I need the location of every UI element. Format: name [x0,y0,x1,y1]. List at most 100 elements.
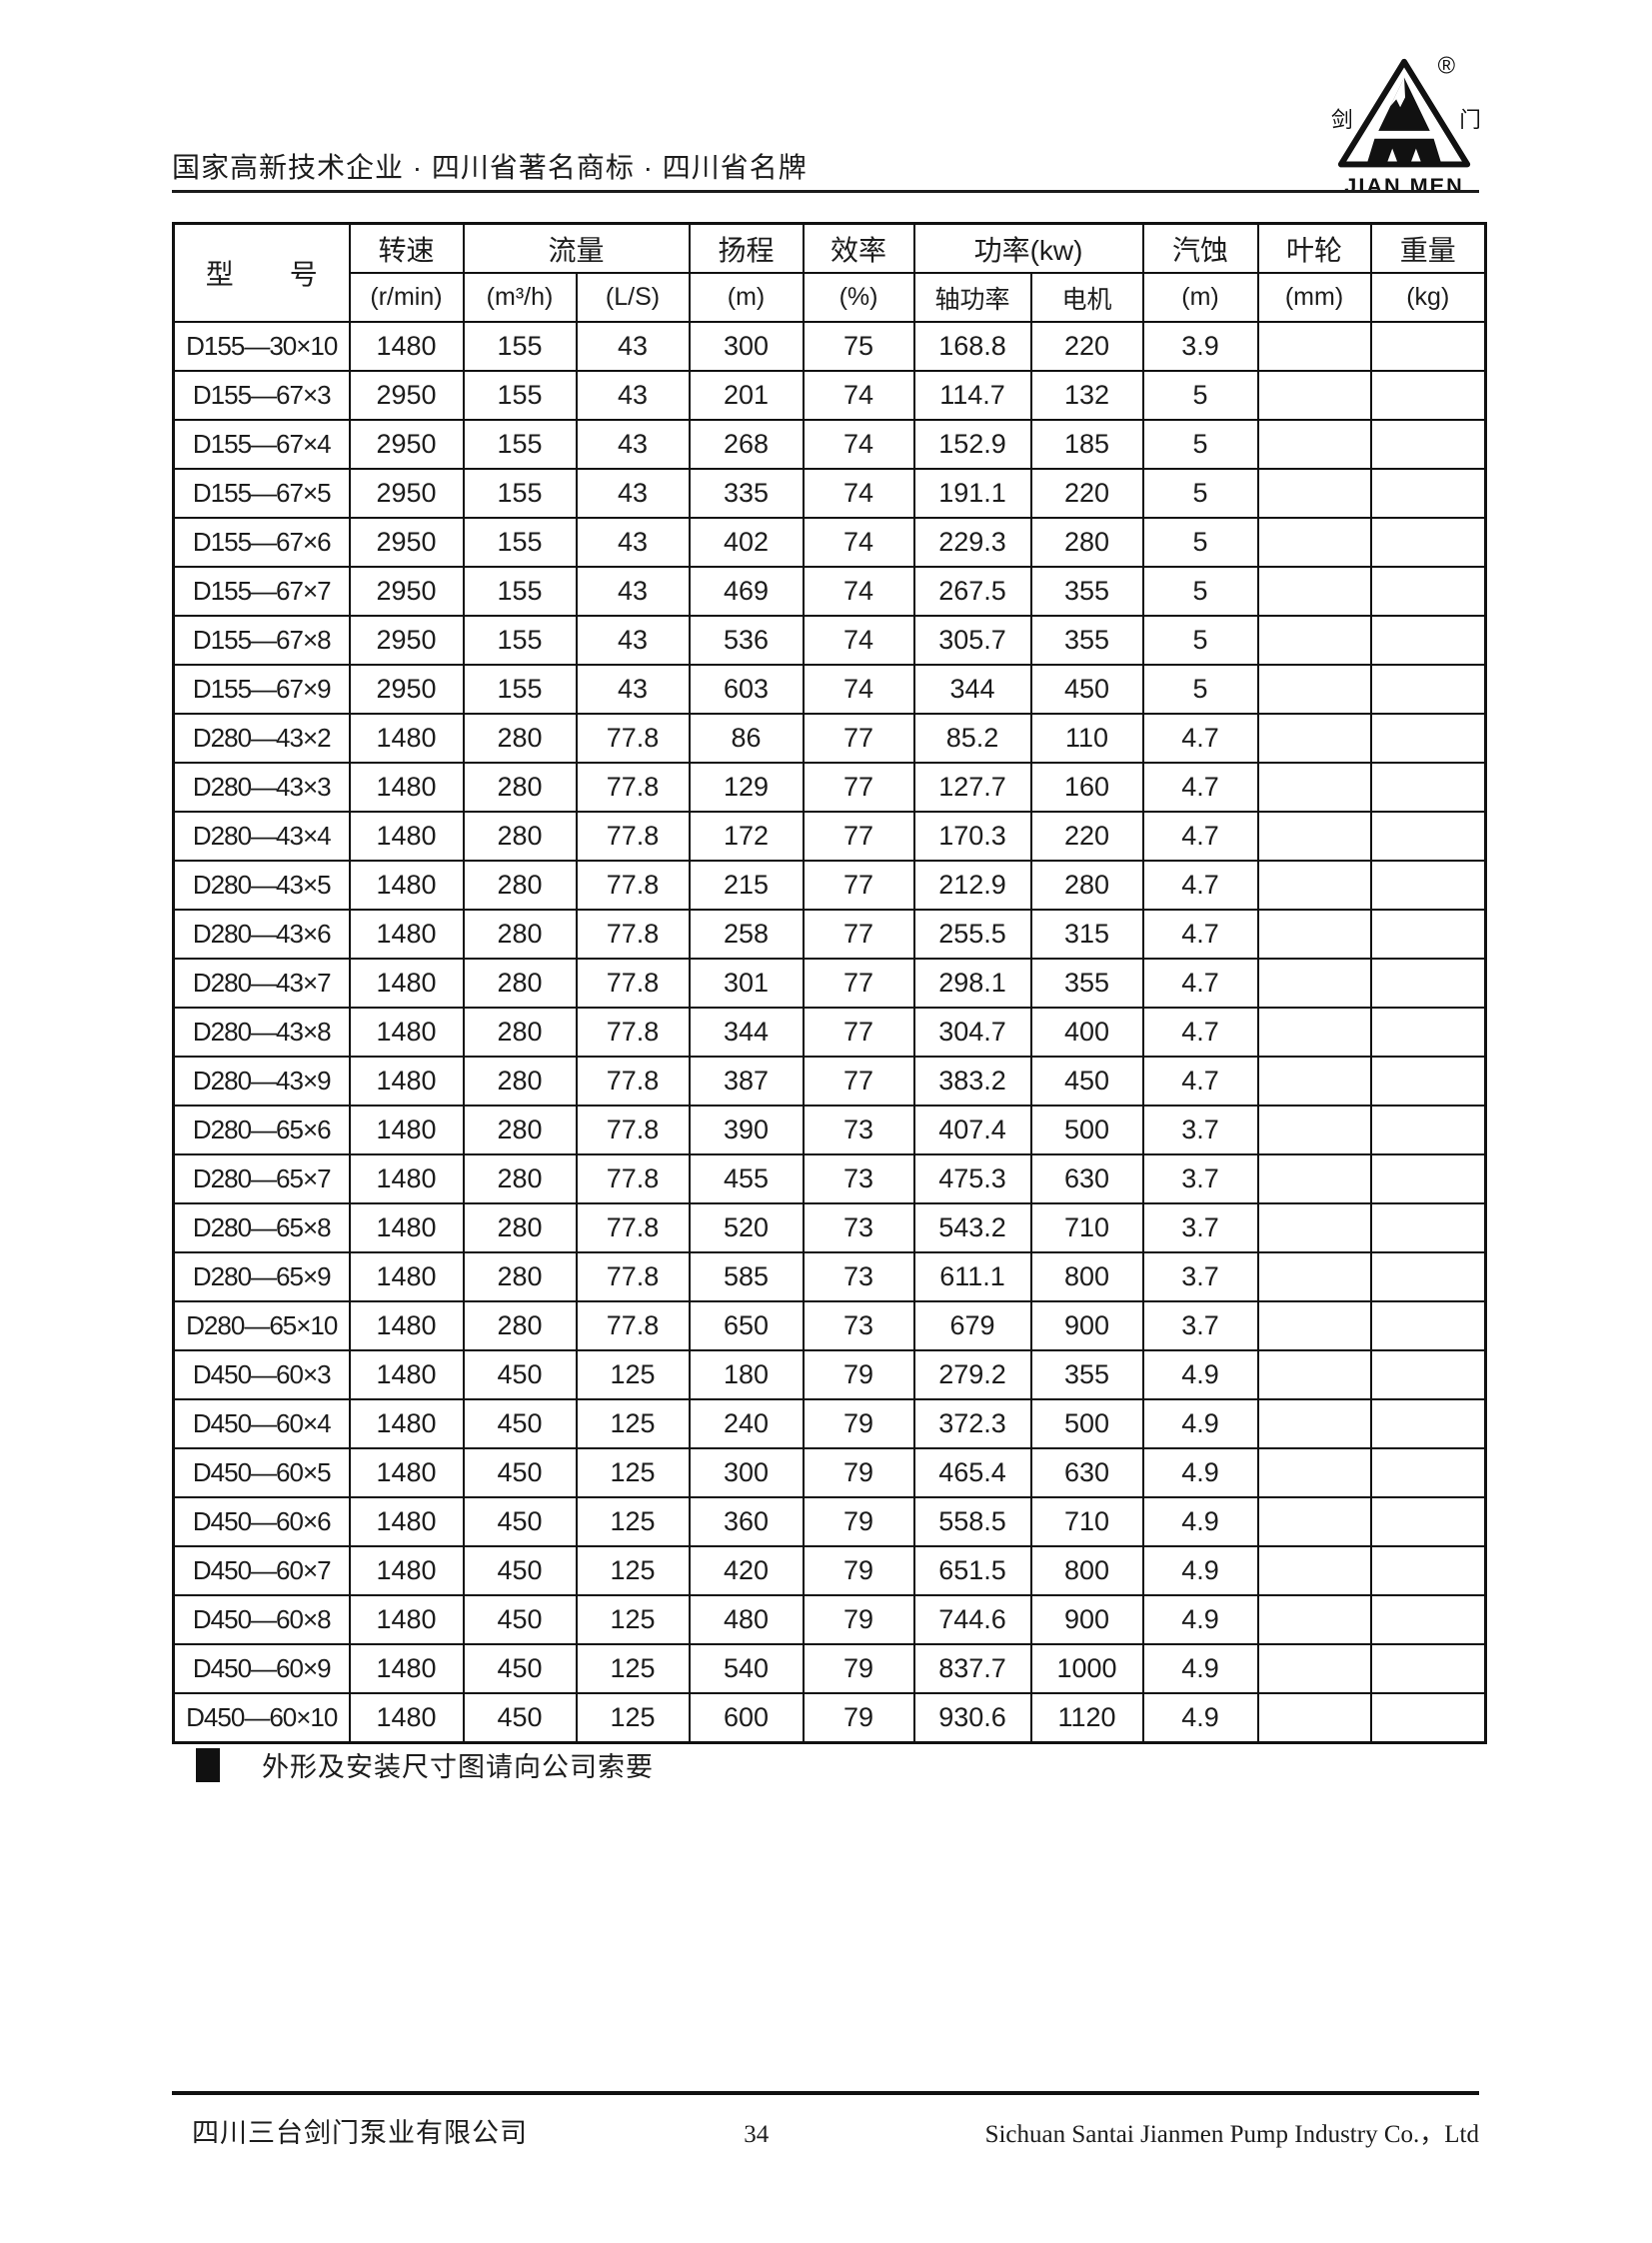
value-cell [1369,713,1487,764]
value-cell: 500 [1029,1105,1144,1155]
value-cell: 110 [1029,713,1144,764]
value-cell: 185 [1029,419,1144,470]
value-cell: 43 [575,664,691,715]
value-cell [1256,1447,1372,1498]
value-cell: 43 [575,566,691,617]
value-cell [1369,1153,1487,1204]
value-cell: 4.7 [1141,860,1259,911]
value-cell [1256,958,1372,1009]
value-cell: 77.8 [575,1056,691,1107]
value-cell: 450 [462,1349,578,1400]
value-cell: 2950 [348,468,465,519]
value-cell: 74 [802,370,915,421]
logo-m-icon [1366,138,1442,165]
value-cell [1369,1007,1487,1058]
value-cell: 4.7 [1141,1056,1259,1107]
value-cell: 360 [688,1496,805,1547]
value-cell: 5 [1141,566,1259,617]
model-cell: D280—65×10 [172,1300,351,1351]
model-cell: D280—43×3 [172,762,351,813]
value-cell: 79 [802,1643,915,1694]
model-cell: D155—67×6 [172,517,351,568]
value-cell: 160 [1029,762,1144,813]
value-cell: 1120 [1029,1692,1144,1744]
value-cell: 125 [575,1349,691,1400]
value-cell: 543.2 [912,1202,1032,1253]
value-cell: 383.2 [912,1056,1032,1107]
value-cell: 280 [462,1251,578,1302]
value-cell: 298.1 [912,958,1032,1009]
value-cell: 77 [802,860,915,911]
value-cell [1256,860,1372,911]
col-header-speed: 转速 [348,222,465,274]
value-cell: 43 [575,615,691,666]
unit-motor: 电机 [1029,272,1144,323]
value-cell [1369,1349,1487,1400]
value-cell: 335 [688,468,805,519]
value-cell: 280 [462,762,578,813]
value-cell: 372.3 [912,1398,1032,1449]
value-cell [1256,1202,1372,1253]
value-cell: 267.5 [912,566,1032,617]
value-cell: 280 [462,1056,578,1107]
value-cell: 220 [1029,321,1144,372]
model-cell: D155—67×7 [172,566,351,617]
value-cell: 125 [575,1594,691,1645]
value-cell: 315 [1029,909,1144,960]
model-cell: D450—60×7 [172,1545,351,1596]
value-cell: 744.6 [912,1594,1032,1645]
value-cell [1256,1496,1372,1547]
value-cell: 4.7 [1141,958,1259,1009]
value-cell: 1480 [348,860,465,911]
value-cell: 630 [1029,1447,1144,1498]
value-cell [1369,1056,1487,1107]
spec-table: 型 号 转速 流量 扬程 效率 功率(kw) 汽蚀 叶轮 重量 (r/min) … [172,222,1488,1744]
value-cell: 85.2 [912,713,1032,764]
value-cell: 5 [1141,370,1259,421]
note-line: 外形及安装尺寸图请向公司索要 [196,1745,654,1784]
bullet-square-icon [196,1747,220,1782]
value-cell: 280 [1029,517,1144,568]
value-cell: 603 [688,664,805,715]
value-cell [1256,1300,1372,1351]
model-cell: D155—67×9 [172,664,351,715]
value-cell [1369,811,1487,862]
value-cell: 1480 [348,1153,465,1204]
value-cell: 1480 [348,1251,465,1302]
value-cell: 280 [462,1105,578,1155]
header-row-units: (r/min) (m³/h) (L/S) (m) (%) 轴功率 电机 (m) … [174,272,1487,323]
model-cell: D450—60×8 [172,1594,351,1645]
value-cell [1369,1643,1487,1694]
model-cell: D280—65×9 [172,1251,351,1302]
value-cell: 75 [802,321,915,372]
value-cell: 1000 [1029,1643,1144,1694]
table-row: D280—43×6 1480 280 77.8 258 77 255.5 315 4.7 [172,909,1487,960]
value-cell: 77.8 [575,860,691,911]
value-cell: 630 [1029,1153,1144,1204]
value-cell: 355 [1029,615,1144,666]
footer-rule [172,2091,1479,2095]
unit-kg: (kg) [1369,272,1487,323]
value-cell: 500 [1029,1398,1144,1449]
unit-percent: (%) [802,272,915,323]
value-cell: 77 [802,1056,915,1107]
col-header-head: 扬程 [688,222,805,274]
col-header-efficiency: 效率 [802,222,915,274]
value-cell: 43 [575,468,691,519]
value-cell: 4.7 [1141,909,1259,960]
footer-page-number: 34 [744,2121,770,2148]
value-cell: 651.5 [912,1545,1032,1596]
value-cell: 125 [575,1692,691,1744]
value-cell [1256,419,1372,470]
value-cell: 2950 [348,615,465,666]
table-row: D280—65×8 1480 280 77.8 520 73 543.2 710 3.7 [172,1202,1487,1253]
value-cell: 155 [462,664,578,715]
model-cell: D450—60×4 [172,1398,351,1449]
value-cell [1369,762,1487,813]
value-cell: 4.9 [1141,1545,1259,1596]
value-cell [1256,811,1372,862]
value-cell: 4.9 [1141,1447,1259,1498]
value-cell: 4.9 [1141,1692,1259,1744]
value-cell: 279.2 [912,1349,1032,1400]
value-cell: 837.7 [912,1643,1032,1694]
